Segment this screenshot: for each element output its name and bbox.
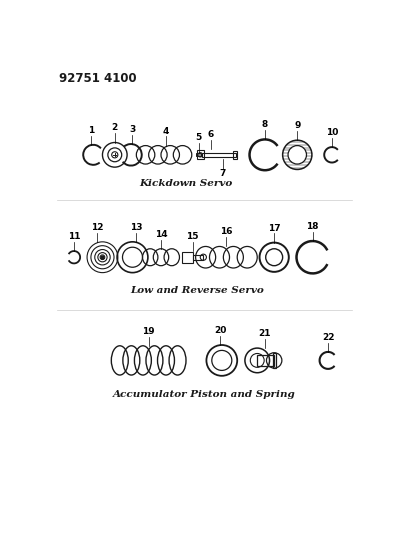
Text: 12: 12 <box>91 223 103 232</box>
Text: 22: 22 <box>322 333 334 342</box>
Bar <box>197 150 204 159</box>
Text: 1: 1 <box>88 126 94 135</box>
Text: 16: 16 <box>220 228 233 237</box>
Bar <box>182 252 194 263</box>
Text: 9: 9 <box>294 121 300 130</box>
Text: 92751 4100: 92751 4100 <box>59 72 136 85</box>
Bar <box>233 151 237 159</box>
Text: Low and Reverse Servo: Low and Reverse Servo <box>130 287 264 295</box>
Text: 7: 7 <box>219 169 226 179</box>
Bar <box>193 255 203 260</box>
Text: 11: 11 <box>68 232 80 241</box>
Text: 20: 20 <box>214 326 227 335</box>
Bar <box>196 154 201 156</box>
Bar <box>257 355 274 366</box>
Text: 17: 17 <box>268 223 280 232</box>
Text: 18: 18 <box>306 222 319 231</box>
Text: 6: 6 <box>208 131 214 140</box>
Text: 3: 3 <box>129 125 136 134</box>
Text: 14: 14 <box>155 230 167 239</box>
Bar <box>202 152 236 157</box>
Text: 19: 19 <box>142 327 155 336</box>
Text: 8: 8 <box>262 120 268 130</box>
Bar <box>273 353 277 368</box>
Text: Kickdown Servo: Kickdown Servo <box>139 180 232 189</box>
Text: 2: 2 <box>112 124 118 133</box>
Text: Accumulator Piston and Spring: Accumulator Piston and Spring <box>113 390 296 399</box>
Text: 21: 21 <box>259 329 271 338</box>
Text: 4: 4 <box>162 126 169 135</box>
Text: 15: 15 <box>186 232 199 241</box>
Text: 13: 13 <box>130 223 142 232</box>
Text: 10: 10 <box>326 128 338 137</box>
Text: 5: 5 <box>196 133 202 142</box>
